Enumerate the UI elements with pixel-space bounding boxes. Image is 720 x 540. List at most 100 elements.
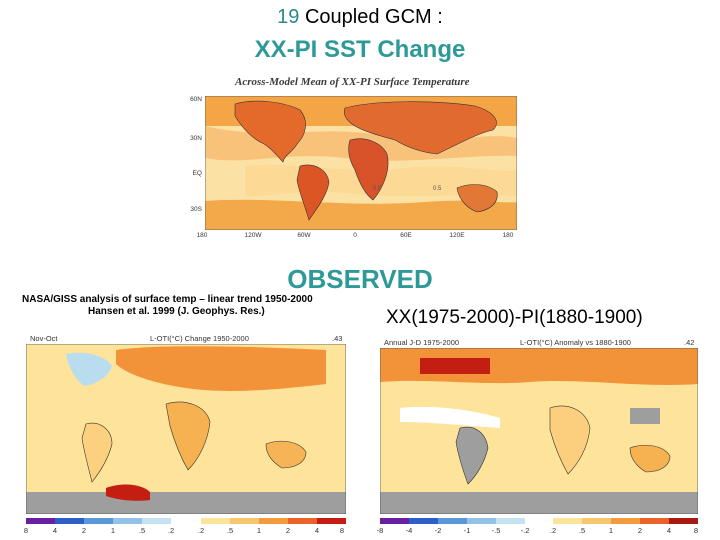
left-colorbar-swatch-6 bbox=[171, 518, 201, 524]
lat-label-30n: 30N bbox=[190, 135, 202, 142]
left-colorbar-label-1: 8 bbox=[23, 526, 29, 535]
left-colorbar-swatch-11 bbox=[317, 518, 346, 524]
left-colorbar-label-4: 1 bbox=[110, 526, 116, 535]
left-colorbar-swatch-8 bbox=[230, 518, 259, 524]
right-map-north-warm bbox=[380, 348, 698, 385]
right-map-colorbar bbox=[380, 518, 698, 524]
right-map-header-mean: .42 bbox=[684, 338, 695, 347]
right-map-arctic-hotspot bbox=[420, 358, 490, 374]
left-colorbar-swatch-9 bbox=[259, 518, 288, 524]
top-map-contour-label-2: 0.5 bbox=[433, 186, 442, 192]
left-colorbar-swatch-5 bbox=[142, 518, 171, 524]
lon-label-60w: 60W bbox=[297, 232, 311, 239]
lon-label-180e: 180 bbox=[502, 232, 514, 239]
nasa-caption-line1: NASA/GISS analysis of surface temp – lin… bbox=[22, 294, 313, 305]
left-map-antarctic-nodata bbox=[26, 492, 346, 514]
right-colorbar-swatch-5 bbox=[496, 518, 525, 524]
top-map-southern-band bbox=[205, 199, 517, 230]
lon-label-0: 0 bbox=[353, 232, 357, 239]
right-colorbar-label-8: .5 bbox=[578, 526, 586, 535]
left-colorbar-swatch-3 bbox=[84, 518, 113, 524]
left-map-antarctic-hotspot bbox=[106, 484, 150, 501]
right-colorbar-swatch-10 bbox=[640, 518, 669, 524]
left-colorbar-swatch-1 bbox=[26, 518, 55, 524]
right-colorbar-label-10: 2 bbox=[637, 526, 643, 535]
right-colorbar-swatch-11 bbox=[669, 518, 698, 524]
right-map-neutral-patch bbox=[400, 406, 500, 428]
lon-label-180w: 180 bbox=[196, 232, 208, 239]
left-map-header-title: L-OTI(°C) Change 1950-2000 bbox=[150, 334, 249, 343]
left-colorbar-label-12: 8 bbox=[339, 526, 345, 535]
slide-title-text: Coupled GCM : bbox=[304, 6, 443, 28]
right-map-header-period: Annual J-D 1975-2000 bbox=[384, 338, 460, 347]
lon-label-120w: 120W bbox=[244, 232, 262, 239]
right-colorbar-label-7: .2 bbox=[549, 526, 557, 535]
lat-label-60n: 60N bbox=[190, 96, 202, 103]
right-colorbar-swatch-6 bbox=[525, 518, 553, 524]
lat-label-30s: 30S bbox=[190, 206, 202, 213]
slide-title: 19 Coupled GCM : bbox=[0, 6, 720, 29]
top-map-north-america bbox=[234, 100, 306, 163]
right-colorbar-label-6: -.2 bbox=[520, 526, 530, 535]
left-colorbar-label-11: 4 bbox=[314, 526, 320, 535]
left-colorbar-swatch-7 bbox=[201, 518, 230, 524]
top-map-south-america bbox=[296, 164, 330, 221]
left-map-south-america bbox=[81, 422, 113, 483]
left-colorbar-label-8: .5 bbox=[226, 526, 234, 535]
slide-subtitle: XX-PI SST Change bbox=[254, 36, 466, 63]
top-map-contour-label-1: 0.5 bbox=[373, 186, 382, 192]
right-colorbar-label-9: 1 bbox=[608, 526, 614, 535]
right-colorbar-label-2: -4 bbox=[405, 526, 413, 535]
lon-label-60e: 60E bbox=[400, 232, 412, 239]
right-colorbar-swatch-2 bbox=[409, 518, 438, 524]
left-colorbar-swatch-2 bbox=[55, 518, 84, 524]
right-colorbar-label-3: -2 bbox=[434, 526, 442, 535]
right-map-africa bbox=[549, 405, 591, 475]
nasa-caption-line2: Hansen et al. 1999 (J. Geophys. Res.) bbox=[88, 306, 265, 317]
observed-heading: OBSERVED bbox=[287, 264, 433, 294]
left-colorbar-swatch-4 bbox=[113, 518, 142, 524]
left-colorbar-label-3: 2 bbox=[81, 526, 87, 535]
right-colorbar-swatch-9 bbox=[611, 518, 640, 524]
lat-label-eq: EQ bbox=[192, 170, 202, 177]
right-colorbar-label-11: 4 bbox=[666, 526, 672, 535]
right-map-asia-nodata bbox=[630, 408, 660, 424]
right-colorbar-swatch-3 bbox=[438, 518, 467, 524]
top-map-title: Across-Model Mean of XX-PI Surface Tempe… bbox=[235, 76, 470, 88]
left-map-cool-patch bbox=[66, 352, 112, 386]
left-colorbar-label-7: .2 bbox=[197, 526, 205, 535]
lon-label-120e: 120E bbox=[449, 232, 465, 239]
right-map-header-title: L-OTI(°C) Anomaly vs 1880-1900 bbox=[520, 338, 631, 347]
right-map-south-america-nodata bbox=[455, 426, 489, 485]
left-map-header-mean: .43 bbox=[332, 334, 343, 343]
left-colorbar-swatch-10 bbox=[288, 518, 317, 524]
left-colorbar-label-2: 4 bbox=[52, 526, 58, 535]
right-colorbar-swatch-4 bbox=[467, 518, 496, 524]
left-colorbar-label-6: .2 bbox=[167, 526, 175, 535]
right-colorbar-label-5: -.5 bbox=[491, 526, 501, 535]
right-map-plot bbox=[380, 348, 698, 514]
right-colorbar-swatch-8 bbox=[582, 518, 611, 524]
left-map-africa bbox=[165, 401, 211, 471]
right-map-australia bbox=[629, 444, 671, 473]
top-map-australia bbox=[456, 184, 498, 213]
right-map-caption: XX(1975-2000)-PI(1880-1900) bbox=[386, 307, 643, 328]
right-colorbar-label-12: 8 bbox=[693, 526, 699, 535]
left-map-north-warm bbox=[116, 346, 326, 391]
top-map-africa bbox=[348, 138, 389, 201]
slide-number: 19 bbox=[277, 6, 300, 28]
left-colorbar-label-10: 2 bbox=[285, 526, 291, 535]
top-map-eurasia bbox=[344, 101, 497, 155]
left-map-plot bbox=[26, 344, 346, 514]
right-colorbar-label-1: -8 bbox=[376, 526, 384, 535]
left-colorbar-label-9: 1 bbox=[256, 526, 262, 535]
top-map-plot: 0.5 0.5 bbox=[205, 96, 517, 230]
right-colorbar-swatch-7 bbox=[553, 518, 582, 524]
left-map-colorbar bbox=[26, 518, 346, 524]
left-map-header-period: Nov-Oct bbox=[30, 334, 58, 343]
right-colorbar-swatch-1 bbox=[380, 518, 409, 524]
right-colorbar-label-4: -1 bbox=[463, 526, 471, 535]
left-colorbar-label-5: .5 bbox=[138, 526, 146, 535]
left-map-australia bbox=[265, 440, 307, 469]
right-map-antarctic-nodata bbox=[380, 492, 698, 514]
